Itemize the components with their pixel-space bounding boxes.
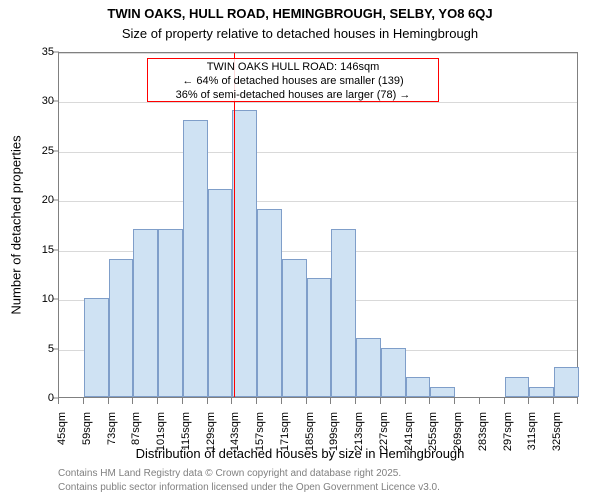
x-axis-label: Distribution of detached houses by size … [0, 446, 600, 461]
histogram-bar [430, 387, 455, 397]
gridline-h [59, 201, 577, 202]
histogram-bar [282, 259, 307, 397]
x-tick-mark [528, 398, 529, 404]
x-tick-mark [380, 398, 381, 404]
x-tick-mark [355, 398, 356, 404]
x-tick-mark [83, 398, 84, 404]
x-tick-labels: 45sqm59sqm73sqm87sqm101sqm115sqm129sqm14… [58, 398, 578, 448]
y-tick-label: 5 [4, 343, 54, 355]
x-tick-label: 73sqm [106, 412, 118, 445]
histogram-bar [133, 229, 158, 397]
x-tick-mark [108, 398, 109, 404]
chart-title-line2: Size of property relative to detached ho… [0, 26, 600, 41]
y-tick-label: 35 [4, 46, 54, 58]
histogram-bar [554, 367, 579, 397]
x-tick-mark [132, 398, 133, 404]
y-tick-labels: 05101520253035 [0, 52, 58, 398]
x-tick-mark [330, 398, 331, 404]
annotation-line: ← 64% of detached houses are smaller (13… [152, 75, 433, 89]
histogram-bar [307, 278, 332, 397]
x-tick-mark [231, 398, 232, 404]
annotation-line: TWIN OAKS HULL ROAD: 146sqm [152, 61, 433, 75]
x-tick-mark [306, 398, 307, 404]
x-tick-mark [405, 398, 406, 404]
chart-root: TWIN OAKS, HULL ROAD, HEMINGBROUGH, SELB… [0, 0, 600, 500]
histogram-bar [356, 338, 381, 397]
histogram-bar [381, 348, 406, 397]
x-tick-label: 115sqm [180, 412, 192, 450]
x-tick-mark [553, 398, 554, 404]
y-tick-label: 30 [4, 95, 54, 107]
y-tick-label: 0 [4, 392, 54, 404]
gridline-h [59, 53, 577, 54]
attribution-line1: Contains HM Land Registry data © Crown c… [58, 468, 401, 479]
x-tick-mark [429, 398, 430, 404]
x-tick-label: 59sqm [81, 412, 93, 445]
x-tick-mark [182, 398, 183, 404]
y-tick-label: 20 [4, 194, 54, 206]
gridline-h [59, 102, 577, 103]
plot-area: TWIN OAKS HULL ROAD: 146sqm← 64% of deta… [58, 52, 578, 398]
gridline-h [59, 152, 577, 153]
histogram-bar [257, 209, 282, 397]
annotation-line: 36% of semi-detached houses are larger (… [152, 89, 433, 103]
x-tick-mark [454, 398, 455, 404]
attribution-line2: Contains public sector information licen… [58, 482, 440, 493]
histogram-bar [109, 259, 134, 397]
y-tick-label: 15 [4, 244, 54, 256]
x-tick-mark [504, 398, 505, 404]
y-tick-label: 10 [4, 293, 54, 305]
annotation-box: TWIN OAKS HULL ROAD: 146sqm← 64% of deta… [147, 58, 438, 102]
x-tick-mark [281, 398, 282, 404]
histogram-bar [406, 377, 431, 397]
histogram-bar [183, 120, 208, 397]
x-tick-label: 45sqm [56, 412, 68, 445]
x-tick-label: 87sqm [130, 412, 142, 445]
y-tick-label: 25 [4, 145, 54, 157]
x-tick-mark [479, 398, 480, 404]
histogram-bar [232, 110, 257, 397]
x-tick-label: 311sqm [526, 412, 538, 450]
x-tick-mark [157, 398, 158, 404]
x-tick-mark [207, 398, 208, 404]
x-tick-mark [256, 398, 257, 404]
histogram-bar [84, 298, 109, 397]
histogram-bar [529, 387, 554, 397]
histogram-bar [158, 229, 183, 397]
histogram-bar [208, 189, 233, 397]
x-tick-mark [58, 398, 59, 404]
histogram-bar [505, 377, 530, 397]
histogram-bar [331, 229, 356, 397]
marker-line [234, 53, 235, 397]
chart-title-line1: TWIN OAKS, HULL ROAD, HEMINGBROUGH, SELB… [0, 6, 600, 21]
x-tick-mark [577, 398, 578, 404]
